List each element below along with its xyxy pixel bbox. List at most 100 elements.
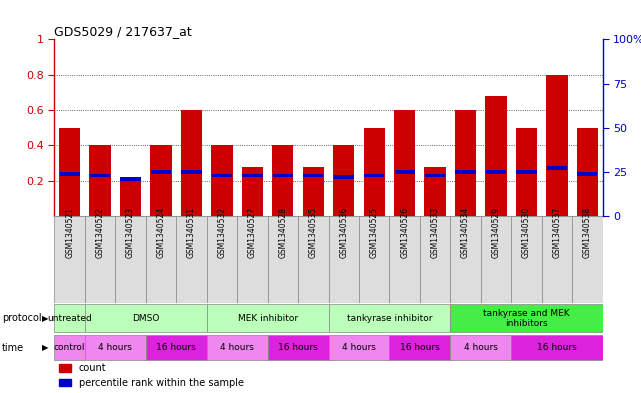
FancyBboxPatch shape xyxy=(85,216,115,303)
Bar xyxy=(272,145,294,216)
Bar xyxy=(242,167,263,216)
FancyBboxPatch shape xyxy=(450,335,511,360)
Text: tankyrase inhibitor: tankyrase inhibitor xyxy=(347,314,432,323)
Bar xyxy=(120,181,141,216)
Bar xyxy=(486,170,506,174)
FancyBboxPatch shape xyxy=(511,216,542,303)
Text: ▶: ▶ xyxy=(42,343,48,352)
Text: GSM1340533: GSM1340533 xyxy=(431,206,440,258)
Text: 4 hours: 4 hours xyxy=(464,343,497,352)
Text: GSM1340522: GSM1340522 xyxy=(96,207,104,258)
Bar xyxy=(60,172,80,176)
FancyBboxPatch shape xyxy=(176,216,206,303)
Bar xyxy=(424,167,445,216)
Text: GSM1340531: GSM1340531 xyxy=(187,207,196,258)
Bar xyxy=(90,174,110,177)
FancyBboxPatch shape xyxy=(54,304,85,332)
Text: GSM1340527: GSM1340527 xyxy=(248,207,257,258)
Bar xyxy=(333,145,354,216)
Text: GSM1340534: GSM1340534 xyxy=(461,206,470,258)
FancyBboxPatch shape xyxy=(206,335,267,360)
Bar xyxy=(394,170,415,174)
FancyBboxPatch shape xyxy=(481,216,511,303)
Text: GSM1340537: GSM1340537 xyxy=(553,206,562,258)
Bar xyxy=(212,145,233,216)
FancyBboxPatch shape xyxy=(237,216,267,303)
Bar xyxy=(577,128,598,216)
Text: GSM1340530: GSM1340530 xyxy=(522,206,531,258)
Bar xyxy=(121,177,141,181)
Bar xyxy=(455,110,476,216)
FancyBboxPatch shape xyxy=(298,216,328,303)
Legend: count, percentile rank within the sample: count, percentile rank within the sample xyxy=(60,363,244,388)
Bar xyxy=(363,128,385,216)
Bar xyxy=(577,172,597,176)
FancyBboxPatch shape xyxy=(450,216,481,303)
FancyBboxPatch shape xyxy=(146,335,206,360)
FancyBboxPatch shape xyxy=(54,216,85,303)
FancyBboxPatch shape xyxy=(206,304,328,332)
Bar xyxy=(394,110,415,216)
Text: MEK inhibitor: MEK inhibitor xyxy=(238,314,297,323)
FancyBboxPatch shape xyxy=(328,335,389,360)
FancyBboxPatch shape xyxy=(206,216,237,303)
FancyBboxPatch shape xyxy=(389,216,420,303)
Text: GSM1340535: GSM1340535 xyxy=(309,206,318,258)
Bar xyxy=(90,145,111,216)
FancyBboxPatch shape xyxy=(146,216,176,303)
Text: GSM1340524: GSM1340524 xyxy=(156,207,165,258)
Text: 16 hours: 16 hours xyxy=(156,343,196,352)
Bar xyxy=(333,175,354,179)
Text: 16 hours: 16 hours xyxy=(400,343,440,352)
Bar xyxy=(242,174,263,177)
FancyBboxPatch shape xyxy=(450,304,603,332)
FancyBboxPatch shape xyxy=(389,335,450,360)
Bar xyxy=(272,174,293,177)
Bar xyxy=(303,174,324,177)
FancyBboxPatch shape xyxy=(328,216,359,303)
FancyBboxPatch shape xyxy=(85,304,206,332)
Text: 4 hours: 4 hours xyxy=(342,343,376,352)
FancyBboxPatch shape xyxy=(572,216,603,303)
Text: time: time xyxy=(2,343,24,353)
Text: GSM1340538: GSM1340538 xyxy=(583,207,592,258)
FancyBboxPatch shape xyxy=(54,335,85,360)
Bar xyxy=(364,174,385,177)
Text: 16 hours: 16 hours xyxy=(278,343,318,352)
Text: 16 hours: 16 hours xyxy=(537,343,577,352)
Text: GSM1340532: GSM1340532 xyxy=(217,207,226,258)
Text: GSM1340523: GSM1340523 xyxy=(126,207,135,258)
FancyBboxPatch shape xyxy=(359,216,389,303)
Text: protocol: protocol xyxy=(2,313,42,323)
Bar xyxy=(151,170,171,174)
Bar xyxy=(425,174,445,177)
Text: tankyrase and MEK
inhibitors: tankyrase and MEK inhibitors xyxy=(483,309,570,328)
FancyBboxPatch shape xyxy=(420,216,450,303)
FancyBboxPatch shape xyxy=(267,335,328,360)
Bar xyxy=(547,167,567,170)
Text: GSM1340525: GSM1340525 xyxy=(370,207,379,258)
Text: GDS5029 / 217637_at: GDS5029 / 217637_at xyxy=(54,25,192,38)
Bar xyxy=(455,170,476,174)
FancyBboxPatch shape xyxy=(267,216,298,303)
Bar xyxy=(212,174,232,177)
Text: GSM1340528: GSM1340528 xyxy=(278,207,287,258)
Bar xyxy=(546,75,567,216)
Text: GSM1340536: GSM1340536 xyxy=(339,206,348,258)
FancyBboxPatch shape xyxy=(511,335,603,360)
Text: ▶: ▶ xyxy=(42,314,48,323)
FancyBboxPatch shape xyxy=(542,216,572,303)
Text: GSM1340529: GSM1340529 xyxy=(492,207,501,258)
Bar xyxy=(485,96,506,216)
Bar xyxy=(303,167,324,216)
Text: control: control xyxy=(54,343,85,352)
Bar xyxy=(59,128,80,216)
Text: untreated: untreated xyxy=(47,314,92,323)
Bar xyxy=(151,145,172,216)
Text: DMSO: DMSO xyxy=(132,314,160,323)
Text: GSM1340521: GSM1340521 xyxy=(65,207,74,258)
Text: GSM1340526: GSM1340526 xyxy=(400,207,409,258)
Bar xyxy=(181,110,202,216)
FancyBboxPatch shape xyxy=(115,216,146,303)
Text: 4 hours: 4 hours xyxy=(99,343,132,352)
